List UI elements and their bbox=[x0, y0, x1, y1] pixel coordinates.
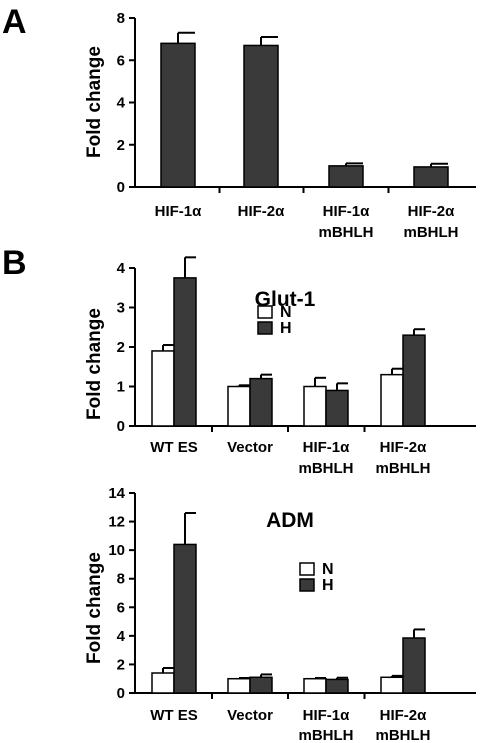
category-label-mbhlh: mBHLH bbox=[404, 224, 459, 241]
category-label-hif-1a: HIF-1α bbox=[303, 707, 351, 724]
chart-title: ADM bbox=[266, 509, 314, 532]
y-tick-label: 1 bbox=[117, 379, 125, 396]
bar-h-hif-1a-mbhlh bbox=[325, 389, 349, 427]
chart-adm: 0 2 4 6 8 10 12 14 Fold change WT ES Vector HIF-1α m… bbox=[84, 485, 476, 743]
legend-swatch-h bbox=[257, 321, 273, 335]
bar-hif-2a bbox=[243, 44, 279, 188]
bar-hif-2a-mbhlh bbox=[413, 166, 449, 188]
y-tick-label: 14 bbox=[108, 485, 125, 502]
y-tick-label: 4 bbox=[117, 628, 126, 645]
category-label-wt-es: WT ES bbox=[150, 707, 198, 724]
y-tick-label: 8 bbox=[117, 571, 125, 588]
chart-a: 0 2 4 6 8 Fold change HIF-1α HIF-2α HIF-1α mBHLH H… bbox=[84, 10, 476, 241]
y-tick-label: 0 bbox=[117, 418, 125, 435]
y-tick-label: 12 bbox=[108, 514, 125, 531]
legend-label-h: H bbox=[322, 577, 334, 594]
bar-h-hif-1a-mbhlh bbox=[325, 678, 349, 694]
bar-h-hif-2a-mbhlh bbox=[402, 334, 426, 427]
legend-swatch-n bbox=[257, 305, 273, 319]
category-label-mbhlh: mBHLH bbox=[319, 224, 374, 241]
y-axis-label: Fold change bbox=[84, 552, 105, 664]
y-tick-label: 10 bbox=[108, 542, 125, 559]
legend-swatch-h bbox=[299, 578, 315, 592]
bar-n-wt-es bbox=[151, 350, 175, 427]
category-label-hif-1a: HIF-1α bbox=[303, 439, 351, 456]
chart-glut1: 0 1 2 3 4 Fold change WT ES Vector HIF-1α mBHLH HI… bbox=[84, 256, 476, 477]
category-label-hif-2a: HIF-2α bbox=[380, 707, 428, 724]
legend-swatch-n bbox=[299, 562, 315, 576]
category-label-hif-2a: HIF-2α bbox=[238, 203, 286, 220]
y-tick-label: 0 bbox=[117, 179, 125, 196]
y-tick-label: 8 bbox=[117, 10, 125, 27]
category-label-hif-2a: HIF-2α bbox=[380, 439, 428, 456]
bar-n-hif-1a-mbhlh bbox=[303, 677, 327, 694]
y-tick-label: 0 bbox=[117, 685, 125, 702]
bar-n-wt-es bbox=[151, 672, 175, 694]
bar-n-hif-1a-mbhlh bbox=[303, 385, 327, 427]
y-axis-label: Fold change bbox=[84, 46, 105, 158]
category-label-vector: Vector bbox=[227, 707, 273, 724]
y-tick-label: 2 bbox=[117, 656, 125, 673]
bar-h-wt-es bbox=[173, 543, 197, 694]
bar-n-vector bbox=[227, 385, 251, 427]
bar-n-hif-2a-mbhlh bbox=[380, 373, 404, 427]
legend-label-h: H bbox=[280, 320, 292, 337]
y-tick-label: 6 bbox=[117, 599, 125, 616]
category-label-hif-1a: HIF-1α bbox=[155, 203, 203, 220]
bar-h-vector bbox=[249, 676, 273, 694]
category-label-mbhlh: mBHLH bbox=[299, 727, 354, 743]
category-label-mbhlh: mBHLH bbox=[299, 460, 354, 477]
y-tick-label: 4 bbox=[117, 260, 126, 277]
y-tick-label: 6 bbox=[117, 52, 125, 69]
category-label-mbhlh: mBHLH bbox=[376, 727, 431, 743]
bar-h-hif-2a-mbhlh bbox=[402, 637, 426, 694]
bar-h-wt-es bbox=[173, 277, 197, 427]
category-label-hif-2a: HIF-2α bbox=[408, 203, 456, 220]
bar-n-vector bbox=[227, 677, 251, 694]
category-label-mbhlh: mBHLH bbox=[376, 460, 431, 477]
bar-n-hif-2a-mbhlh bbox=[380, 676, 404, 694]
bar-hif-1a-mbhlh bbox=[328, 165, 364, 188]
legend-label-n: N bbox=[322, 561, 334, 578]
bar-hif-1a bbox=[160, 42, 196, 188]
y-tick-label: 2 bbox=[117, 339, 125, 356]
y-tick-label: 4 bbox=[117, 95, 126, 112]
panel-letter-b: B bbox=[2, 244, 27, 282]
y-tick-label: 2 bbox=[117, 137, 125, 154]
y-axis-label: Fold change bbox=[84, 308, 105, 420]
category-label-hif-1a: HIF-1α bbox=[323, 203, 371, 220]
category-label-vector: Vector bbox=[227, 439, 273, 456]
y-tick-label: 3 bbox=[117, 300, 125, 317]
legend-label-n: N bbox=[280, 304, 292, 321]
category-label-wt-es: WT ES bbox=[150, 439, 198, 456]
panel-letter-a: A bbox=[2, 3, 27, 41]
bar-h-vector bbox=[249, 377, 273, 427]
